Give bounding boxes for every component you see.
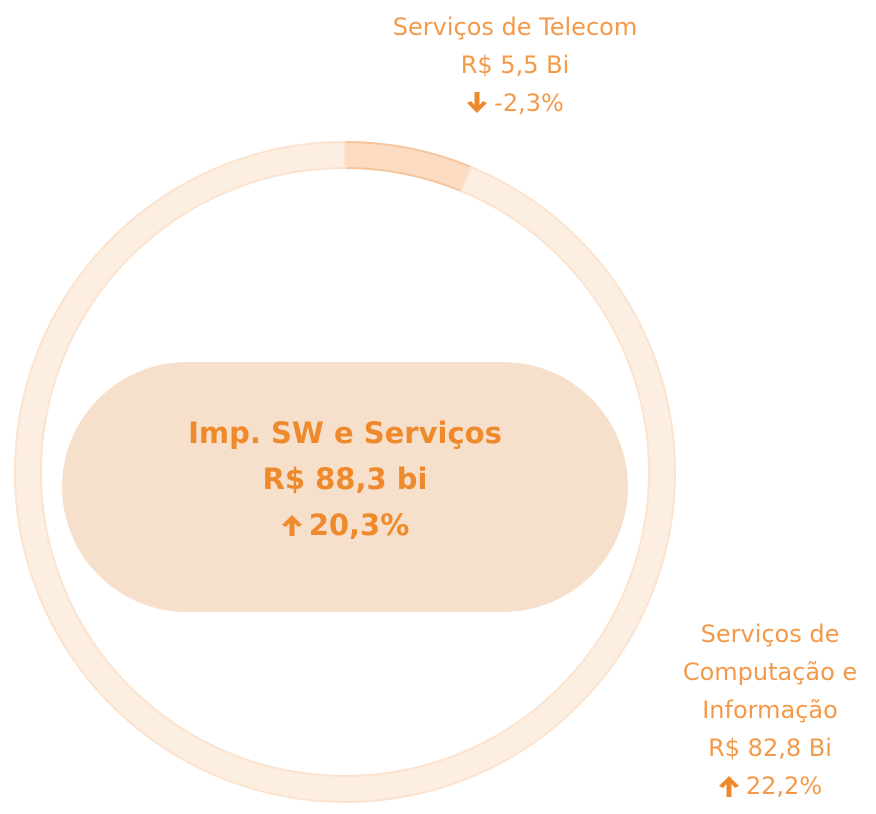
category-name: Serviços de Telecom [392, 13, 638, 41]
total-label: R$ 88,3 bi [262, 462, 428, 496]
center-pill [62, 362, 628, 612]
arrow-shape [281, 515, 302, 536]
value-label: R$ 5,5 Bi [460, 51, 570, 79]
segment-label: Serviços de Computação e Informação R$ 82… [660, 615, 876, 805]
change-row: 22,2% [660, 767, 876, 805]
arrow-shape [718, 776, 739, 797]
donut-segment [344, 140, 473, 193]
change-arrow [718, 776, 739, 797]
change-label: 22,2% [745, 772, 823, 800]
arrow-shape [467, 92, 488, 113]
change-label: -2,3% [494, 89, 564, 117]
segment-label: Serviços de Telecom R$ 5,5 Bi -2,3% [365, 8, 665, 122]
change-row: -2,3% [365, 84, 665, 122]
donut-segment [14, 140, 676, 803]
change-row: 20,3% [62, 502, 628, 548]
center-title: Imp. SW e Serviços [188, 416, 502, 450]
value-label: R$ 82,8 Bi [708, 734, 832, 762]
change-arrow [467, 92, 488, 113]
total-change-label: 20,3% [308, 508, 410, 542]
change-arrow [281, 515, 302, 536]
center-label: Imp. SW e Serviços R$ 88,3 bi 20,3% [62, 410, 628, 548]
category-name: Serviços de Computação e Informação [682, 620, 858, 724]
